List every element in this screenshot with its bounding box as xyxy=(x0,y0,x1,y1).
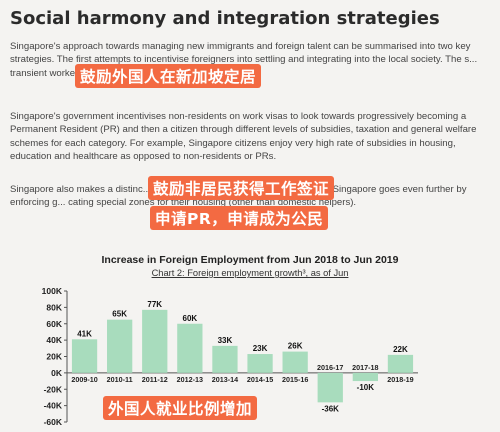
category-label: 2010-11 xyxy=(107,375,133,384)
category-label: 2018-19 xyxy=(387,375,413,384)
caption-overlay-2: 鼓励非居民获得工作签证 xyxy=(148,176,335,200)
bar xyxy=(387,354,414,373)
category-label: 2011-12 xyxy=(142,375,168,384)
bar xyxy=(142,309,168,373)
bar xyxy=(282,351,308,373)
y-tick-label: 80K xyxy=(46,302,62,312)
bar xyxy=(177,323,203,373)
data-label: -10K xyxy=(357,383,375,392)
bar xyxy=(247,354,273,373)
category-label: 2012-13 xyxy=(177,375,203,384)
paragraph-2: Singapore's government incentivises non-… xyxy=(10,111,477,162)
bar xyxy=(107,319,133,373)
category-label: 2017-18 xyxy=(352,363,378,372)
data-label: 26K xyxy=(288,342,303,351)
y-tick-label: -40K xyxy=(44,401,63,411)
y-tick-label: -60K xyxy=(44,417,63,427)
data-label: 41K xyxy=(77,329,92,338)
category-label: 2016-17 xyxy=(317,363,343,372)
data-label: -36K xyxy=(322,404,340,413)
y-tick-label: 40K xyxy=(46,335,62,345)
y-tick-label: 0K xyxy=(51,368,63,378)
category-label: 2014-15 xyxy=(247,375,273,384)
data-label: 77K xyxy=(147,300,162,309)
bar xyxy=(352,372,378,382)
y-tick-label: 20K xyxy=(46,352,62,362)
y-tick-label: -20K xyxy=(44,384,63,394)
y-tick-label: 60K xyxy=(46,319,62,329)
category-label: 2013-14 xyxy=(212,375,238,384)
bar xyxy=(212,345,238,373)
caption-overlay-4: 外国人就业比例增加 xyxy=(103,396,258,420)
page-title: Social harmony and integration strategie… xyxy=(10,8,440,29)
bar xyxy=(71,339,98,373)
chart-subtitle: Chart 2: Foreign employment growth³, as … xyxy=(151,268,349,278)
chart-title: Increase in Foreign Employment from Jun … xyxy=(101,254,399,266)
category-label: 2015-16 xyxy=(282,375,308,384)
data-label: 22K xyxy=(393,345,408,354)
category-label: 2009-10 xyxy=(71,375,97,384)
data-label: 60K xyxy=(183,314,198,323)
data-label: 33K xyxy=(218,336,233,345)
data-label: 23K xyxy=(253,344,268,353)
data-label: 65K xyxy=(112,310,127,319)
y-tick-label: 100K xyxy=(42,286,63,296)
caption-overlay-3: 申请PR，申请成为公民 xyxy=(150,206,329,230)
bar xyxy=(317,372,343,403)
caption-overlay-1: 鼓励外国人在新加坡定居 xyxy=(75,64,262,88)
